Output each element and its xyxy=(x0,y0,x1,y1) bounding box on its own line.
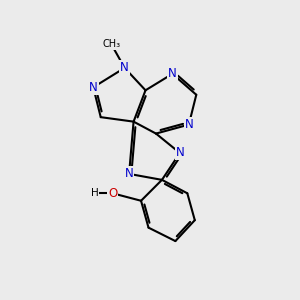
Text: H: H xyxy=(91,188,99,198)
Text: N: N xyxy=(168,68,177,80)
Text: CH₃: CH₃ xyxy=(102,39,120,49)
Text: N: N xyxy=(184,118,193,131)
Text: N: N xyxy=(89,81,98,94)
Text: N: N xyxy=(120,61,129,74)
Text: N: N xyxy=(176,146,184,160)
Text: O: O xyxy=(108,187,117,200)
Text: N: N xyxy=(125,167,134,180)
